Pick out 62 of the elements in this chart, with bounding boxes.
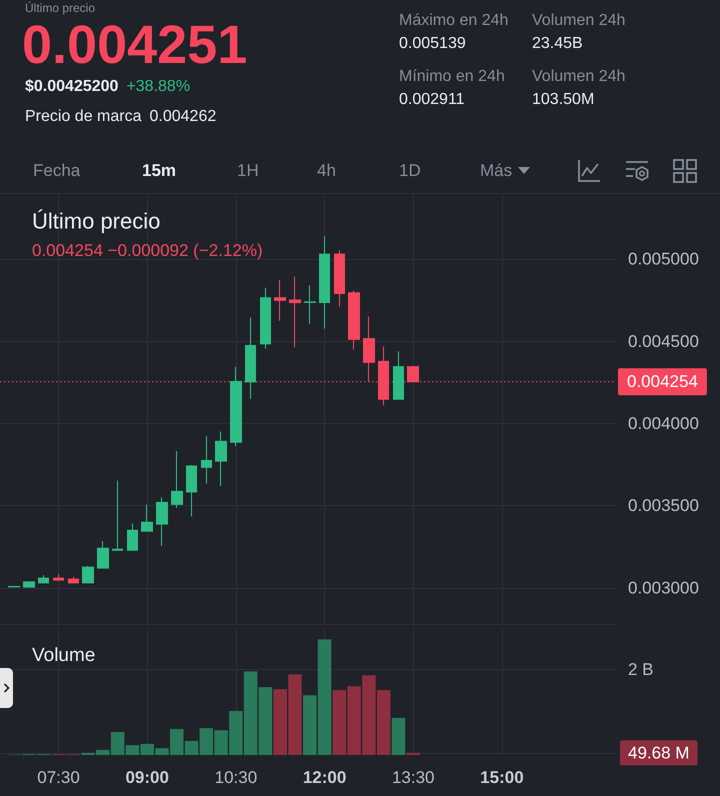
candlestick [334, 250, 345, 308]
text: 4h [317, 161, 336, 181]
candlestick [141, 504, 153, 532]
candlestick [97, 540, 109, 569]
text: 0.004254 −0.000092 (−2.12%) [32, 241, 263, 260]
x-tick-label: 15:00 [480, 768, 524, 787]
candlestick [260, 287, 271, 350]
candlestick [186, 464, 197, 517]
y-tick-label: 0.005000 [628, 250, 699, 269]
bar [392, 718, 406, 755]
text: Último precio [25, 1, 96, 16]
x-tick-label: 07:30 [37, 768, 80, 787]
y-tick-label: 0.004000 [628, 414, 699, 433]
candlestick [127, 523, 138, 551]
candlestick [82, 565, 94, 584]
text: Fecha [33, 161, 80, 181]
candlestick [53, 574, 64, 581]
text: Último precio [32, 208, 160, 234]
text: 0.002911 [399, 91, 465, 110]
y-tick-label: 49.68 M [628, 743, 690, 762]
x-tick-label: 13:30 [392, 768, 434, 787]
text: Volume [32, 645, 96, 666]
text: +38.88% [126, 78, 190, 96]
candlestick [393, 350, 404, 400]
text: Máximo en 24h [399, 12, 508, 30]
text: Precio de marca [25, 108, 142, 126]
ref-line-label: 0.004254 [627, 372, 698, 392]
text: 15m [142, 161, 176, 181]
text: Volumen 24h [532, 68, 626, 86]
y-tick-label: 0.004500 [628, 332, 699, 351]
text: 103.50M [532, 91, 594, 110]
candlestick [289, 276, 301, 348]
text: Volumen 24h [532, 12, 626, 30]
candlestick [274, 279, 286, 322]
text: 0.004251 [22, 14, 248, 76]
text: $0.00425200 [25, 78, 118, 96]
candlestick [112, 480, 123, 551]
text: Más [480, 161, 512, 181]
text: Mínimo en 24h [399, 68, 505, 86]
y-tick-label: 0.003000 [628, 578, 699, 598]
candlestick [201, 436, 212, 484]
candlestick [156, 496, 168, 546]
y-tick-label: 0.003500 [628, 496, 699, 516]
candlestick [171, 450, 183, 508]
candlestick [215, 431, 227, 487]
x-tick-label: 10:30 [214, 768, 258, 787]
text: 23.45B [532, 35, 583, 54]
candlestick [245, 316, 256, 400]
candlestick [348, 290, 360, 350]
candlestick [230, 366, 242, 447]
candlestick [38, 574, 49, 584]
text: 0.004262 [150, 108, 216, 126]
text: 1D [399, 161, 421, 181]
candlestick [304, 284, 316, 324]
candlestick [68, 576, 79, 584]
x-tick-label: 12:00 [302, 768, 346, 787]
y-tick-label: 2 B [628, 660, 654, 680]
text: 0.005139 [399, 35, 466, 54]
candlestick [319, 236, 330, 330]
text: 1H [237, 161, 259, 181]
candlestick [23, 580, 35, 588]
x-tick-label: 09:00 [125, 768, 169, 787]
